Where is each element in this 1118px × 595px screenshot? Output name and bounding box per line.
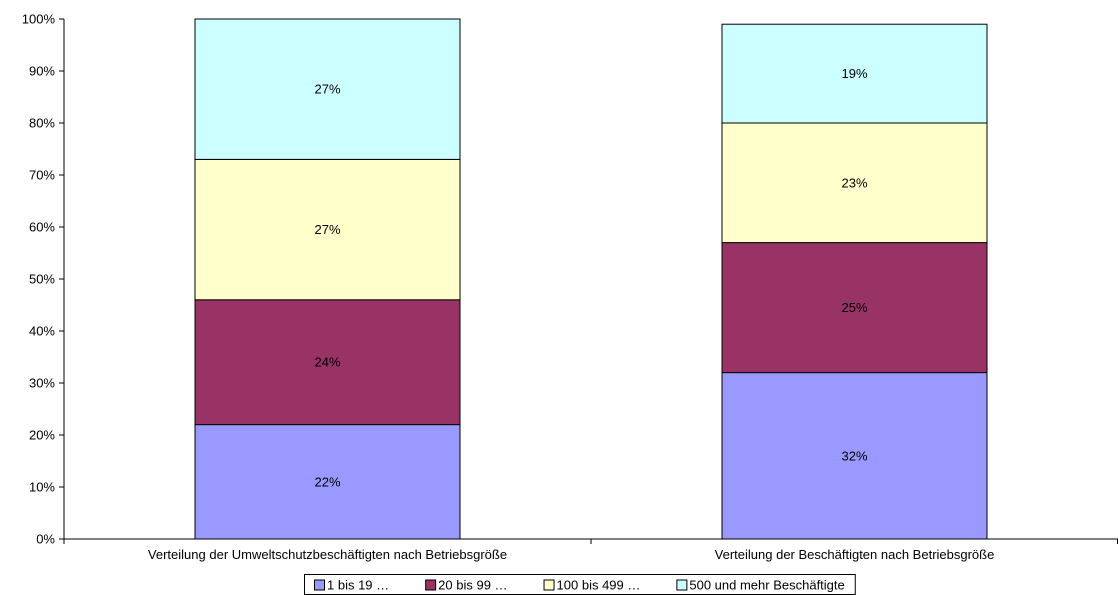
legend: 1 bis 19 … 20 bis 99 … 100 bis 499 … 500 un… [304,574,856,595]
legend-label: 100 bis 499 … [557,578,641,593]
y-tick-label: 40% [29,324,55,339]
bars: 22% 24% 27% 27% 32% 25% 23% 19% [194,18,988,540]
legend-label: 1 bis 19 … [327,578,389,593]
data-label: 23% [841,175,867,190]
y-tick-label: 100% [22,12,56,27]
legend-swatch [425,579,437,591]
bar-segment [194,158,461,301]
data-label: 19% [841,66,867,81]
bar-segment [194,299,461,426]
legend-label: 20 bis 99 … [438,578,507,593]
y-tick-label: 70% [29,168,55,183]
y-tick-label: 80% [29,116,55,131]
y-tick-label: 90% [29,64,55,79]
y-tick-label: 60% [29,220,55,235]
y-tick-label: 0% [36,532,55,547]
data-label: 32% [841,448,867,463]
bar-segment [721,122,988,244]
data-label: 27% [314,222,340,237]
y-tick-label: 10% [29,480,55,495]
legend-label: 500 und mehr Beschäftigte [689,578,844,593]
y-axis-ticks: 0% 10% 20% 30% 40% 50% 60% 70% 80% 90% 100% [22,12,64,547]
bar-segment [721,372,988,540]
y-tick-label: 30% [29,376,55,391]
bar-segment [721,242,988,374]
data-label: 25% [841,300,867,315]
data-label: 22% [314,474,340,489]
legend-swatch [543,579,555,591]
bar-segment [721,23,988,124]
data-label: 24% [314,355,340,370]
x-category-label: Verteilung der Umweltschutzbeschäftigten… [148,547,507,562]
x-category-label: Verteilung der Beschäftigten nach Betrie… [715,547,995,562]
data-label: 27% [314,82,340,97]
legend-swatch [314,579,325,591]
x-axis-labels: Verteilung der Umweltschutzbeschäftigten… [148,547,994,562]
legend-swatch [676,579,688,591]
bar-segment [194,18,461,160]
y-tick-label: 20% [29,428,55,443]
y-tick-label: 50% [29,272,55,287]
bar-segment [194,424,461,540]
